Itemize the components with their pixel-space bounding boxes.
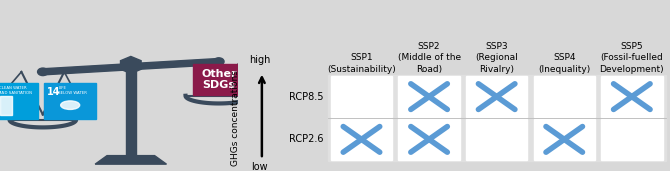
Bar <box>331 76 392 117</box>
FancyBboxPatch shape <box>0 96 12 115</box>
Ellipse shape <box>61 101 80 109</box>
Polygon shape <box>121 56 141 74</box>
Text: RCP2.6: RCP2.6 <box>289 134 324 144</box>
Text: Other
SDGs: Other SDGs <box>201 69 237 90</box>
Text: low: low <box>251 162 268 171</box>
Bar <box>0 83 38 119</box>
Circle shape <box>214 58 224 65</box>
Bar <box>399 76 460 117</box>
Bar <box>193 64 245 95</box>
Bar <box>466 76 527 117</box>
Text: GHGs concentrations: GHGs concentrations <box>231 70 240 166</box>
Text: SSP5
(Fossil-fuelled
Development): SSP5 (Fossil-fuelled Development) <box>600 42 664 74</box>
Bar <box>399 119 460 160</box>
Text: LIFE
BELOW WATER: LIFE BELOW WATER <box>58 86 87 95</box>
Text: CLEAN WATER
AND SANITATION: CLEAN WATER AND SANITATION <box>0 86 31 95</box>
Circle shape <box>38 68 48 76</box>
Polygon shape <box>43 58 219 75</box>
Text: SSP2
(Middle of the
Road): SSP2 (Middle of the Road) <box>397 42 461 74</box>
Bar <box>533 119 595 160</box>
Text: SSP1
(Sustainability): SSP1 (Sustainability) <box>327 53 396 74</box>
Bar <box>466 119 527 160</box>
Text: high: high <box>249 55 271 65</box>
Bar <box>328 75 665 161</box>
Text: SSP4
(Inequality): SSP4 (Inequality) <box>538 53 590 74</box>
Bar <box>601 76 663 117</box>
Text: SSP3
(Regional
Rivalry): SSP3 (Regional Rivalry) <box>475 42 518 74</box>
Bar <box>533 76 595 117</box>
Text: RCP8.5: RCP8.5 <box>289 92 324 102</box>
Text: 14: 14 <box>47 87 60 97</box>
Polygon shape <box>95 156 166 164</box>
Bar <box>44 83 96 119</box>
Bar <box>126 67 135 156</box>
Bar <box>601 119 663 160</box>
Bar <box>331 119 392 160</box>
